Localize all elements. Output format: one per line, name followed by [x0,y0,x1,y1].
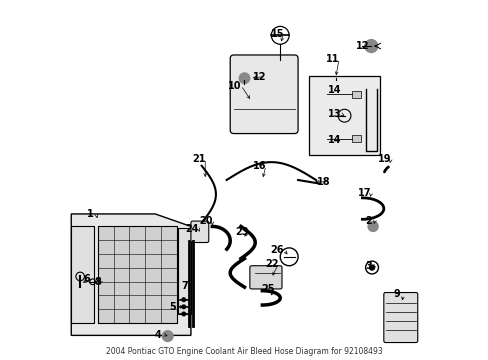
FancyBboxPatch shape [230,55,298,134]
Text: 21: 21 [192,154,205,164]
Circle shape [182,312,185,316]
Text: 4: 4 [154,330,161,340]
Text: 12: 12 [356,41,369,51]
Text: 20: 20 [199,216,212,226]
Polygon shape [71,214,190,336]
Text: 15: 15 [270,29,284,39]
FancyBboxPatch shape [249,266,282,289]
FancyBboxPatch shape [308,76,380,155]
Bar [71,226,94,323]
Text: 19: 19 [377,154,390,164]
Text: 6: 6 [82,274,89,284]
Circle shape [162,331,173,342]
Circle shape [239,73,249,84]
Bar [351,91,360,98]
Circle shape [182,298,185,301]
Circle shape [369,265,374,270]
Text: 1: 1 [87,209,93,219]
Bar [351,135,360,143]
Circle shape [367,221,377,231]
FancyBboxPatch shape [190,221,208,243]
Text: 18: 18 [316,177,330,187]
Text: 3: 3 [365,261,371,271]
Text: 7: 7 [181,281,187,291]
Text: 11: 11 [325,54,339,64]
Bar [178,228,190,314]
Text: 13: 13 [327,109,341,119]
Text: 22: 22 [264,259,278,269]
Text: 12: 12 [252,72,265,82]
Text: 17: 17 [357,188,371,198]
Circle shape [364,40,377,53]
Text: 25: 25 [261,284,275,294]
Text: 5: 5 [169,302,176,312]
Text: 26: 26 [270,245,284,255]
Text: 24: 24 [184,224,198,234]
Circle shape [182,305,185,309]
Text: 10: 10 [227,81,241,91]
Bar [98,226,176,323]
FancyArrowPatch shape [384,167,387,172]
Text: 2004 Pontiac GTO Engine Coolant Air Bleed Hose Diagram for 92108493: 2004 Pontiac GTO Engine Coolant Air Blee… [106,347,382,356]
Text: 14: 14 [327,135,341,145]
Text: 9: 9 [393,289,400,299]
Text: 2: 2 [365,216,371,226]
Text: 16: 16 [252,161,265,171]
Text: 23: 23 [234,227,248,237]
Text: 14: 14 [327,85,341,95]
Text: 8: 8 [94,277,102,287]
FancyBboxPatch shape [383,293,417,342]
